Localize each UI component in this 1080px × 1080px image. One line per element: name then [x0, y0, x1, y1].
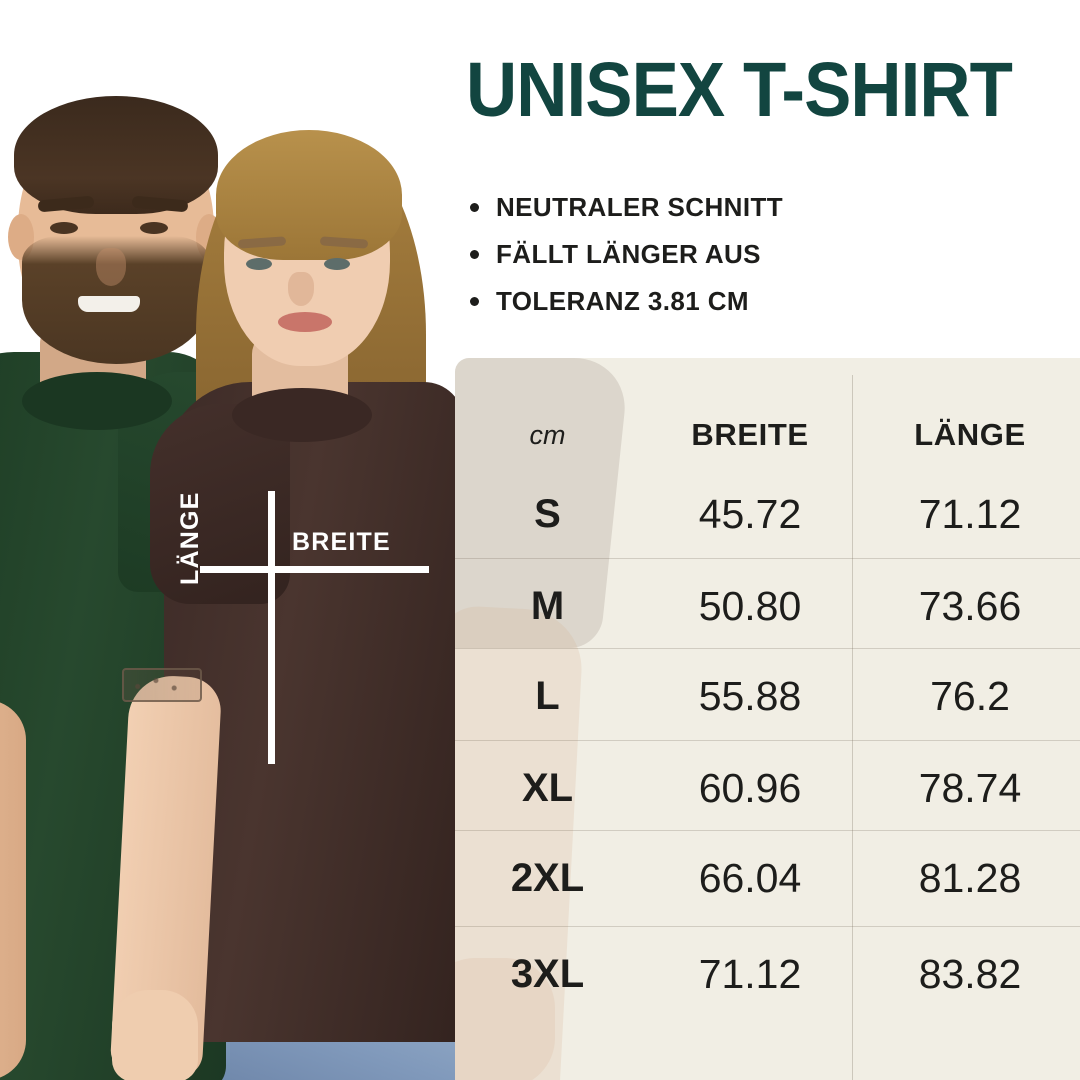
width-measure-label: BREITE [292, 528, 391, 556]
female-model-lips [278, 312, 332, 332]
male-model-arm [0, 700, 26, 1080]
table-column-divider [852, 375, 853, 1080]
row-laenge-value: 81.28 [918, 854, 1022, 901]
forearm-tattoo [122, 668, 202, 702]
row-breite-value: 66.04 [698, 854, 802, 901]
female-model-collar [232, 388, 372, 442]
male-model-collar [22, 372, 172, 430]
row-laenge-value: 76.2 [930, 672, 1010, 719]
row-laenge-value: 83.82 [918, 950, 1022, 997]
male-model-eye-left [50, 222, 78, 234]
table-row-divider [455, 648, 1080, 649]
male-model-eye-right [140, 222, 168, 234]
feature-list-item: FÄLLT LÄNGER AUS [466, 231, 783, 278]
female-model-nose [288, 272, 314, 306]
female-model-hand [112, 990, 198, 1080]
size-table: cm BREITE LÄNGE S 45.72 71.12 M 50.80 73… [455, 358, 1080, 1080]
table-row: M 50.80 73.66 [455, 570, 1080, 642]
male-model-mouth [78, 296, 140, 312]
row-breite-value: 60.96 [698, 764, 802, 811]
female-model-eye-right [324, 258, 350, 270]
row-size-label: XL [521, 765, 574, 810]
length-measure-line [268, 491, 275, 764]
feature-list-item: NEUTRALER SCHNITT [466, 184, 783, 231]
row-laenge-value: 73.66 [918, 582, 1022, 629]
row-size-label: S [534, 491, 561, 536]
row-size-label: 3XL [510, 951, 585, 996]
row-breite-value: 55.88 [698, 672, 802, 719]
table-row: S 45.72 71.12 [455, 478, 1080, 550]
background-silhouette-hand [455, 958, 555, 1080]
table-row-divider [455, 740, 1080, 741]
models-photo: BREITE LÄNGE [0, 0, 460, 1080]
table-row: L 55.88 76.2 [455, 660, 1080, 732]
row-size-label: 2XL [510, 855, 585, 900]
row-size-label: M [530, 583, 565, 628]
column-header-laenge: LÄNGE [914, 417, 1026, 452]
table-row: XL 60.96 78.74 [455, 752, 1080, 824]
row-breite-value: 50.80 [698, 582, 802, 629]
table-row: 2XL 66.04 81.28 [455, 842, 1080, 914]
table-row-divider [455, 558, 1080, 559]
row-breite-value: 45.72 [698, 490, 802, 537]
table-row-divider [455, 830, 1080, 831]
width-measure-line [200, 566, 429, 573]
row-breite-value: 71.12 [698, 950, 802, 997]
feature-list-item: TOLERANZ 3.81 CM [466, 278, 783, 325]
male-model-hair [14, 96, 218, 214]
row-laenge-value: 78.74 [918, 764, 1022, 811]
female-model-eye-left [246, 258, 272, 270]
table-row: 3XL 71.12 83.82 [455, 938, 1080, 1010]
page-title: UNISEX T-SHIRT [466, 47, 1013, 133]
length-measure-label: LÄNGE [176, 491, 204, 586]
male-model-nose [96, 248, 126, 286]
table-row-divider [455, 926, 1080, 927]
feature-list: NEUTRALER SCHNITT FÄLLT LÄNGER AUS TOLER… [466, 184, 783, 325]
table-header-row: cm BREITE LÄNGE [455, 402, 1080, 468]
column-header-breite: BREITE [691, 417, 809, 452]
row-size-label: L [535, 673, 560, 718]
row-laenge-value: 71.12 [918, 490, 1022, 537]
unit-label: cm [529, 419, 566, 450]
